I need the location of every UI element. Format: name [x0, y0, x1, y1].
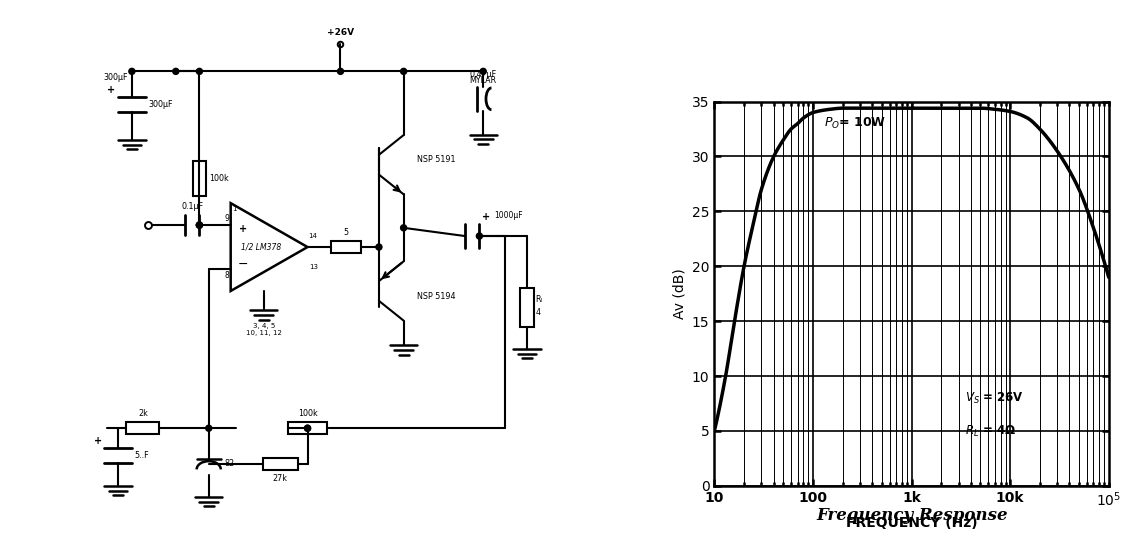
- Text: +: +: [482, 212, 490, 222]
- Bar: [330, 241, 361, 253]
- X-axis label: FREQUENCY (Hz): FREQUENCY (Hz): [846, 516, 977, 530]
- Circle shape: [129, 69, 135, 74]
- Text: Rₗ: Rₗ: [535, 295, 542, 304]
- Text: +: +: [107, 85, 115, 95]
- Text: 5..F: 5..F: [135, 451, 150, 460]
- Text: 27k: 27k: [272, 474, 288, 483]
- Y-axis label: Av (dB): Av (dB): [672, 268, 686, 319]
- Circle shape: [400, 69, 407, 74]
- Circle shape: [197, 69, 202, 74]
- Text: 5: 5: [343, 228, 349, 237]
- Text: 1/2 LM378: 1/2 LM378: [241, 243, 281, 251]
- Text: 10, 11, 12: 10, 11, 12: [246, 330, 281, 337]
- Text: 13: 13: [310, 264, 318, 270]
- Bar: [288, 422, 327, 434]
- Circle shape: [197, 222, 202, 228]
- Circle shape: [197, 222, 202, 228]
- Circle shape: [376, 244, 382, 250]
- Circle shape: [400, 225, 407, 231]
- Text: 0.1µF: 0.1µF: [182, 203, 203, 211]
- Text: −: −: [238, 258, 248, 271]
- Text: $V_S$ = 26V: $V_S$ = 26V: [965, 390, 1024, 406]
- Bar: [520, 288, 534, 327]
- Circle shape: [173, 69, 178, 74]
- Text: +: +: [239, 225, 247, 234]
- Bar: [193, 161, 206, 196]
- Text: 100k: 100k: [297, 410, 318, 418]
- Circle shape: [480, 69, 486, 74]
- Text: 8: 8: [224, 271, 229, 279]
- Text: +: +: [94, 436, 102, 446]
- Text: MYLAR: MYLAR: [470, 76, 497, 85]
- Text: 14: 14: [309, 233, 318, 239]
- Circle shape: [304, 425, 311, 432]
- Text: 1000µF: 1000µF: [494, 211, 522, 220]
- Text: 2k: 2k: [138, 410, 147, 418]
- Text: 9: 9: [224, 215, 229, 223]
- Text: 4: 4: [535, 309, 541, 317]
- Text: 300µF: 300µF: [149, 100, 174, 109]
- Circle shape: [206, 425, 211, 432]
- Text: NSP 5191: NSP 5191: [417, 155, 456, 164]
- Text: $P_O$= 10W: $P_O$= 10W: [824, 116, 887, 131]
- Text: 1: 1: [232, 206, 237, 212]
- Circle shape: [304, 425, 311, 432]
- Circle shape: [477, 233, 482, 239]
- Circle shape: [197, 222, 202, 228]
- Text: 0.47µF: 0.47µF: [470, 70, 497, 79]
- Text: 100k: 100k: [209, 174, 229, 183]
- Text: Frequency Response: Frequency Response: [816, 507, 1008, 524]
- Text: 82: 82: [224, 460, 234, 468]
- Text: NSP 5194: NSP 5194: [417, 292, 456, 301]
- Text: +26V: +26V: [327, 29, 354, 37]
- Text: 3, 4, 5: 3, 4, 5: [253, 323, 274, 329]
- Bar: [127, 422, 159, 434]
- Text: $R_L$ = 4Ω: $R_L$ = 4Ω: [965, 423, 1016, 439]
- Bar: [263, 458, 297, 470]
- Text: 300µF: 300µF: [103, 74, 128, 82]
- Circle shape: [337, 69, 344, 74]
